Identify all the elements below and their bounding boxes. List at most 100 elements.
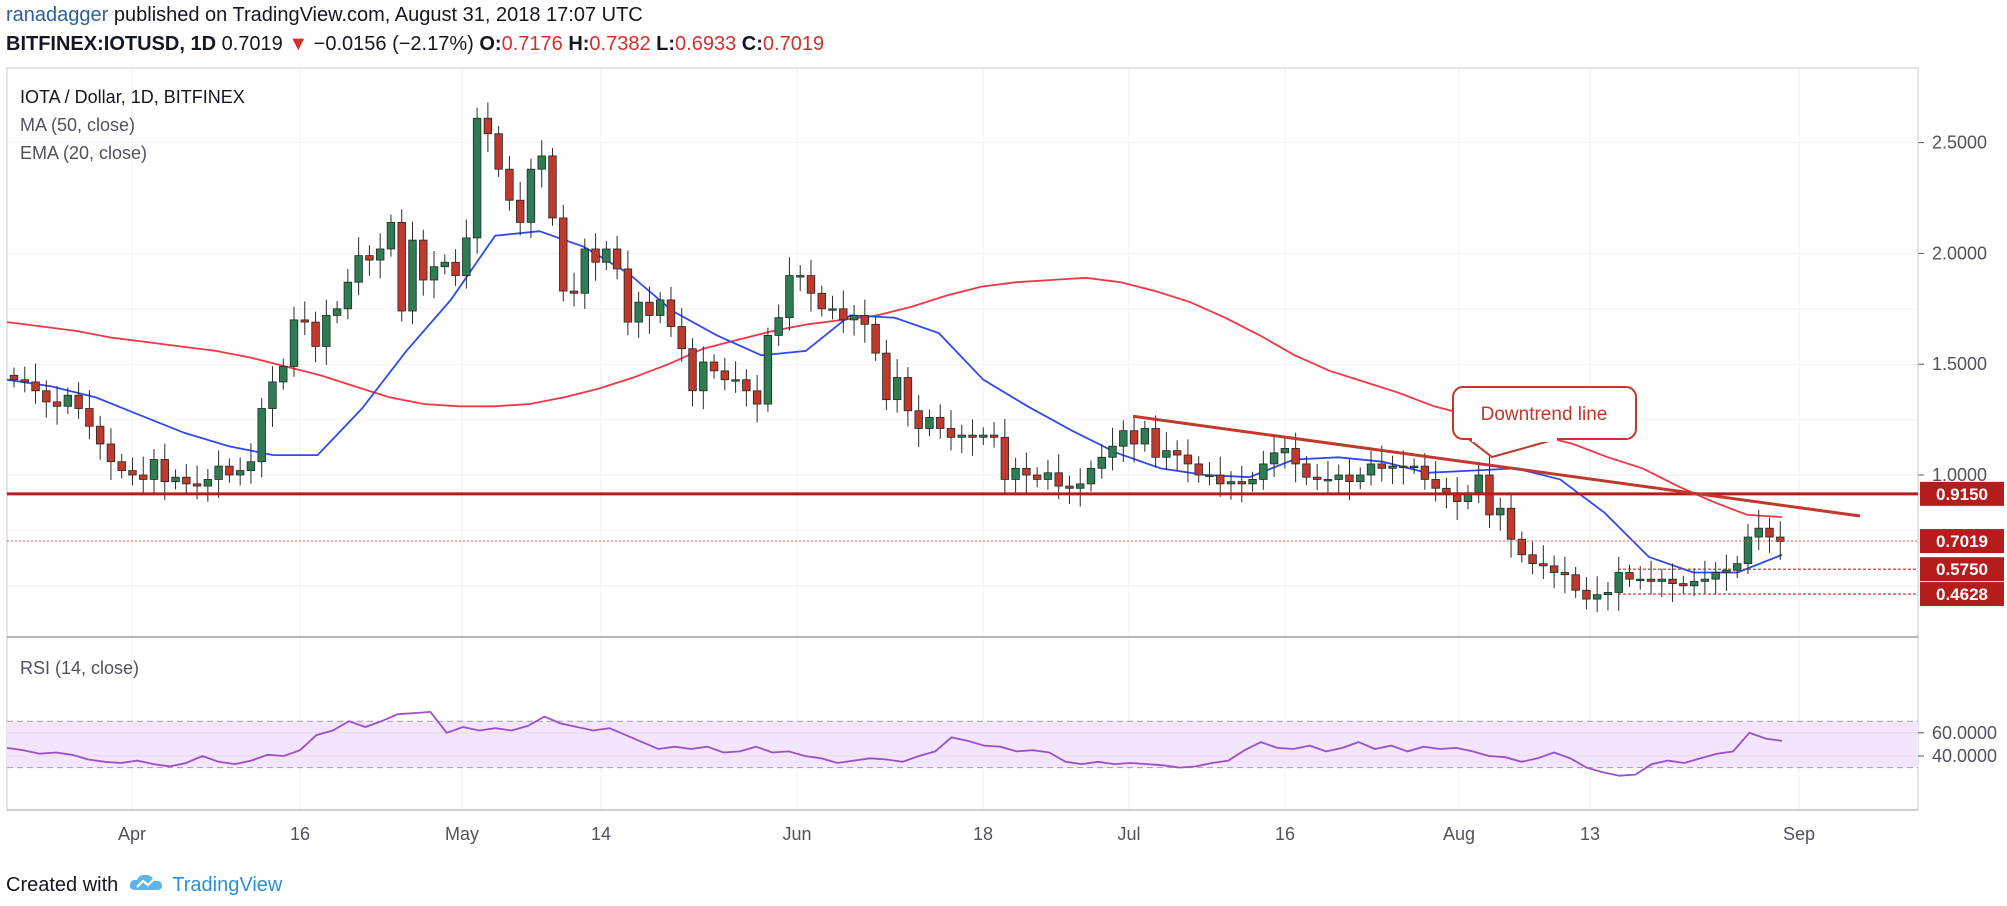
candle <box>9 374 19 381</box>
created-with-text: Created with <box>6 873 119 896</box>
candle <box>1183 454 1193 465</box>
candle <box>1216 474 1225 485</box>
candle <box>225 465 234 476</box>
candle <box>1754 527 1763 538</box>
candle <box>1733 563 1742 571</box>
candle <box>311 321 320 347</box>
high-value: 0.7382 <box>589 33 651 55</box>
tradingview-logo-icon <box>128 872 164 898</box>
candle <box>171 476 180 483</box>
candle <box>1571 574 1580 591</box>
y-tick-label: 1.5000 <box>1932 354 1987 374</box>
candle <box>742 379 751 392</box>
candle <box>946 428 956 438</box>
downtrend-annotation: Downtrend line <box>1452 386 1637 459</box>
candle <box>386 221 396 250</box>
candle <box>419 239 428 281</box>
candle <box>1119 430 1128 447</box>
candle <box>1711 572 1720 580</box>
last-price: 0.7019 <box>221 33 283 55</box>
candle <box>117 461 126 471</box>
rsi-line <box>6 710 1783 777</box>
candle <box>1312 476 1322 480</box>
candle <box>149 459 159 480</box>
candle <box>817 292 826 310</box>
candle <box>1592 594 1602 600</box>
candle <box>1582 589 1591 600</box>
candle <box>580 248 590 294</box>
x-tick-label: Apr <box>118 824 146 844</box>
candle <box>300 319 309 323</box>
candle <box>279 366 288 383</box>
candle <box>1700 578 1710 582</box>
candle <box>591 248 600 263</box>
close-label: C: <box>741 33 763 55</box>
candle <box>1054 472 1063 487</box>
candle <box>1549 565 1559 573</box>
y-tick-label: 2.0000 <box>1932 243 1987 263</box>
candle <box>106 443 116 463</box>
tradingview-link[interactable]: TradingView <box>172 873 283 896</box>
legend-title: IOTA / Dollar, 1D, BITFINEX <box>20 87 245 107</box>
rsi-band <box>7 721 1918 768</box>
candle <box>1097 456 1106 469</box>
candle <box>666 299 676 327</box>
candle <box>1162 450 1171 458</box>
rsi-tick-label: 60.0000 <box>1932 723 1997 743</box>
x-tick-label: 18 <box>973 824 993 844</box>
candle <box>1506 507 1516 540</box>
author-link[interactable]: ranadagger <box>6 4 109 26</box>
candle <box>160 459 169 483</box>
price-axis-label: 0.4628 <box>1936 585 1988 604</box>
candle <box>677 326 686 350</box>
price-change: −0.0156 (−2.17%) <box>313 33 474 55</box>
footer: Created with TradingView <box>6 872 282 898</box>
publish-info: ranadagger published on TradingView.com,… <box>6 4 643 27</box>
price-axis-label: 0.5750 <box>1936 560 1988 579</box>
candle <box>203 479 213 487</box>
candle <box>892 377 902 401</box>
candle <box>1560 572 1570 576</box>
candle <box>1334 474 1343 480</box>
candle <box>1496 507 1505 516</box>
candle <box>182 476 191 485</box>
candle <box>796 275 805 278</box>
candle <box>63 394 73 407</box>
candle <box>1625 572 1634 580</box>
candle <box>634 301 643 323</box>
candle <box>645 301 654 316</box>
y-tick-label: 1.0000 <box>1932 465 1987 485</box>
candle <box>440 261 449 268</box>
x-tick-label: 13 <box>1580 824 1600 844</box>
candle <box>1259 463 1268 480</box>
candle <box>720 370 730 381</box>
candle <box>871 323 880 354</box>
candle <box>1646 578 1656 582</box>
candle <box>1679 583 1688 587</box>
candle <box>1194 463 1203 476</box>
price-axis-label: 0.7019 <box>1936 532 1988 551</box>
legend-ema: EMA (20, close) <box>20 143 147 163</box>
candle <box>559 217 568 292</box>
candle <box>1280 448 1290 454</box>
candle <box>828 308 837 311</box>
candle <box>849 315 859 321</box>
candle <box>1151 428 1160 458</box>
candle <box>20 379 29 383</box>
candle <box>1323 479 1333 482</box>
candle <box>731 379 740 382</box>
candle <box>483 117 493 135</box>
candle <box>42 390 51 403</box>
candle <box>925 416 934 429</box>
candle <box>1032 474 1042 480</box>
candle <box>1366 463 1376 476</box>
candle <box>526 168 536 223</box>
candle <box>128 470 137 476</box>
candle <box>936 416 945 429</box>
candle <box>612 248 622 270</box>
x-tick-label: 16 <box>1275 824 1295 844</box>
candle <box>957 434 966 438</box>
candle <box>860 315 870 325</box>
candle <box>752 390 762 405</box>
